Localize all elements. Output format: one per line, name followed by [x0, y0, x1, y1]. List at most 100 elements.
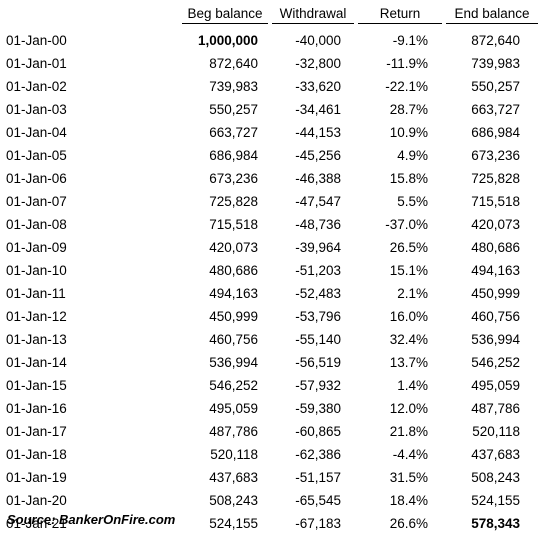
- table-row: 01-Jan-15 546,252 -57,932 1.4% 495,059: [0, 374, 543, 397]
- cell-end-balance: 460,756: [471, 309, 520, 324]
- cell-return: -37.0%: [385, 217, 428, 232]
- cell-withdrawal: -65,545: [295, 493, 341, 508]
- cell-end-balance: 546,252: [471, 355, 520, 370]
- cell-return: 16.0%: [389, 309, 428, 324]
- cell-return: 32.4%: [389, 332, 428, 347]
- cell-end-balance: 686,984: [471, 125, 520, 140]
- cell-end-balance: 495,059: [471, 378, 520, 393]
- cell-return: -4.4%: [392, 447, 428, 462]
- cell-end-balance: 487,786: [471, 401, 520, 416]
- cell-return: 21.8%: [389, 424, 428, 439]
- cell-return: -11.9%: [386, 56, 428, 71]
- cell-withdrawal: -62,386: [295, 447, 341, 462]
- cell-end-balance: 494,163: [471, 263, 520, 278]
- table-row: 01-Jan-11 494,163 -52,483 2.1% 450,999: [0, 282, 543, 305]
- cell-end-balance: 725,828: [471, 171, 520, 186]
- cell-withdrawal: -47,547: [295, 194, 341, 209]
- cell-date: 01-Jan-00: [6, 33, 67, 48]
- cell-return: 26.5%: [389, 240, 428, 255]
- cell-beg-balance: 520,118: [210, 447, 258, 462]
- cell-date: 01-Jan-13: [6, 332, 67, 347]
- cell-beg-balance: 480,686: [209, 263, 258, 278]
- cell-withdrawal: -32,800: [295, 56, 341, 71]
- cell-beg-balance: 495,059: [209, 401, 258, 416]
- cell-withdrawal: -45,256: [295, 148, 341, 163]
- cell-beg-balance: 536,994: [209, 355, 258, 370]
- table-row: 01-Jan-07 725,828 -47,547 5.5% 715,518: [0, 190, 543, 213]
- table-row: 01-Jan-05 686,984 -45,256 4.9% 673,236: [0, 144, 543, 167]
- cell-date: 01-Jan-21: [6, 516, 67, 531]
- cell-return: 15.8%: [389, 171, 428, 186]
- cell-date: 01-Jan-19: [6, 470, 67, 485]
- table-row: 01-Jan-06 673,236 -46,388 15.8% 725,828: [0, 167, 543, 190]
- cell-withdrawal: -40,000: [295, 33, 341, 48]
- table-row: 01-Jan-13 460,756 -55,140 32.4% 536,994: [0, 328, 543, 351]
- cell-withdrawal: -44,153: [295, 125, 341, 140]
- cell-return: 12.0%: [389, 401, 428, 416]
- source-note: Source: BankerOnFire.com: [7, 512, 176, 527]
- table-row: 01-Jan-16 495,059 -59,380 12.0% 487,786: [0, 397, 543, 420]
- cell-date: 01-Jan-08: [6, 217, 67, 232]
- cell-return: 4.9%: [397, 148, 428, 163]
- cell-end-balance: 524,155: [471, 493, 520, 508]
- cell-beg-balance: 487,786: [209, 424, 258, 439]
- cell-return: 2.1%: [397, 286, 428, 301]
- cell-date: 01-Jan-11: [6, 286, 66, 301]
- table-row: 01-Jan-10 480,686 -51,203 15.1% 494,163: [0, 259, 543, 282]
- table-row: 01-Jan-09 420,073 -39,964 26.5% 480,686: [0, 236, 543, 259]
- header-beg-balance: Beg balance: [182, 5, 268, 24]
- header-withdrawal: Withdrawal: [272, 5, 354, 24]
- cell-return: 13.7%: [389, 355, 428, 370]
- cell-return: -9.1%: [392, 33, 428, 48]
- cell-beg-balance: 437,683: [209, 470, 258, 485]
- cell-return: 15.1%: [389, 263, 428, 278]
- cell-end-balance: 437,683: [471, 447, 520, 462]
- cell-date: 01-Jan-15: [6, 378, 67, 393]
- cell-date: 01-Jan-10: [6, 263, 67, 278]
- cell-beg-balance: 1,000,000: [197, 33, 258, 48]
- cell-end-balance: 550,257: [471, 79, 520, 94]
- cell-end-balance: 536,994: [471, 332, 520, 347]
- cell-beg-balance: 663,727: [209, 125, 258, 140]
- cell-withdrawal: -39,964: [295, 240, 341, 255]
- table-row: 01-Jan-17 487,786 -60,865 21.8% 520,118: [0, 420, 543, 443]
- cell-date: 01-Jan-14: [6, 355, 67, 370]
- cell-beg-balance: 550,257: [209, 102, 258, 117]
- cell-return: 10.9%: [389, 125, 428, 140]
- cell-return: 31.5%: [389, 470, 428, 485]
- cell-end-balance: 673,236: [471, 148, 520, 163]
- cell-beg-balance: 524,155: [209, 516, 258, 531]
- cell-withdrawal: -51,203: [295, 263, 341, 278]
- cell-withdrawal: -53,796: [295, 309, 341, 324]
- cell-beg-balance: 725,828: [209, 194, 258, 209]
- cell-date: 01-Jan-01: [6, 56, 67, 71]
- cell-end-balance: 872,640: [471, 33, 520, 48]
- cell-withdrawal: -52,483: [295, 286, 341, 301]
- table-row: 01-Jan-04 663,727 -44,153 10.9% 686,984: [0, 121, 543, 144]
- cell-withdrawal: -67,183: [295, 516, 341, 531]
- cell-end-balance: 715,518: [471, 194, 520, 209]
- cell-beg-balance: 686,984: [209, 148, 258, 163]
- cell-return: 1.4%: [397, 378, 428, 393]
- table-row: 01-Jan-02 739,983 -33,620 -22.1% 550,257: [0, 75, 543, 98]
- cell-beg-balance: 420,073: [209, 240, 258, 255]
- cell-date: 01-Jan-07: [6, 194, 67, 209]
- table-row: 01-Jan-19 437,683 -51,157 31.5% 508,243: [0, 466, 543, 489]
- cell-return: 18.4%: [389, 493, 428, 508]
- cell-beg-balance: 739,983: [209, 79, 258, 94]
- cell-date: 01-Jan-17: [6, 424, 67, 439]
- cell-date: 01-Jan-04: [6, 125, 67, 140]
- cell-withdrawal: -48,736: [295, 217, 341, 232]
- cell-end-balance: 450,999: [471, 286, 520, 301]
- cell-end-balance: 420,073: [471, 217, 520, 232]
- cell-end-balance: 739,983: [471, 56, 520, 71]
- table-row: 01-Jan-20 508,243 -65,545 18.4% 524,155: [0, 489, 543, 512]
- table-row: 01-Jan-14 536,994 -56,519 13.7% 546,252: [0, 351, 543, 374]
- cell-return: 28.7%: [389, 102, 428, 117]
- cell-date: 01-Jan-03: [6, 102, 67, 117]
- cell-beg-balance: 872,640: [209, 56, 258, 71]
- cell-return: 5.5%: [397, 194, 428, 209]
- cell-date: 01-Jan-06: [6, 171, 67, 186]
- cell-date: 01-Jan-12: [6, 309, 67, 324]
